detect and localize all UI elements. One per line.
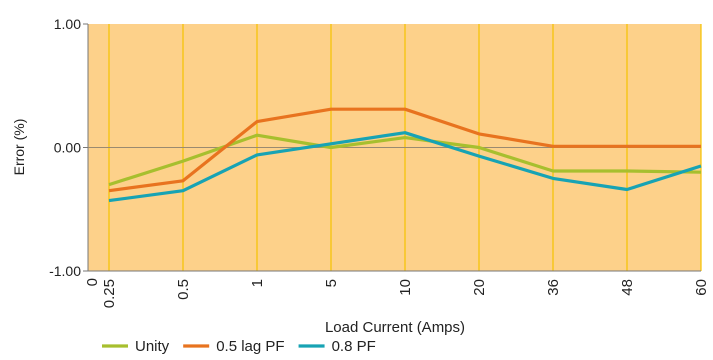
x-tick-label: 0.25	[101, 279, 118, 308]
series-line	[108, 107, 701, 193]
x-tick-label: 10	[397, 279, 414, 296]
x-tick-labels: 0.25 0.5 1 5 10 20 36 48 60	[101, 279, 710, 308]
y-tick-label: 0.00	[54, 140, 81, 156]
x-axis-label: Load Current (Amps)	[325, 319, 465, 336]
x-tick-label: 60	[693, 279, 710, 296]
x-tick-label: 36	[545, 279, 562, 296]
x-tick-label: 20	[471, 279, 488, 296]
series-lines	[108, 107, 702, 203]
legend-label: Unity	[135, 338, 170, 355]
y-tick-label: 1.00	[54, 16, 81, 32]
y-axis-label: Error (%)	[11, 119, 27, 176]
legend: Unity 0.5 lag PF 0.8 PF	[102, 338, 376, 355]
x-tick-label: 1	[249, 279, 266, 287]
legend-label: 0.5 lag PF	[216, 338, 284, 355]
series-line	[108, 131, 702, 203]
x-edge-label: 0	[84, 278, 101, 286]
series-line	[108, 133, 702, 187]
x-tick-label: 0.5	[175, 279, 192, 300]
x-tick-label: 5	[323, 279, 340, 287]
y-tick-label: -1.00	[49, 263, 81, 279]
legend-label: 0.8 PF	[332, 338, 376, 355]
y-tick-labels: 1.00 0.00 -1.00	[49, 16, 81, 279]
x-tick-label: 48	[619, 279, 636, 296]
